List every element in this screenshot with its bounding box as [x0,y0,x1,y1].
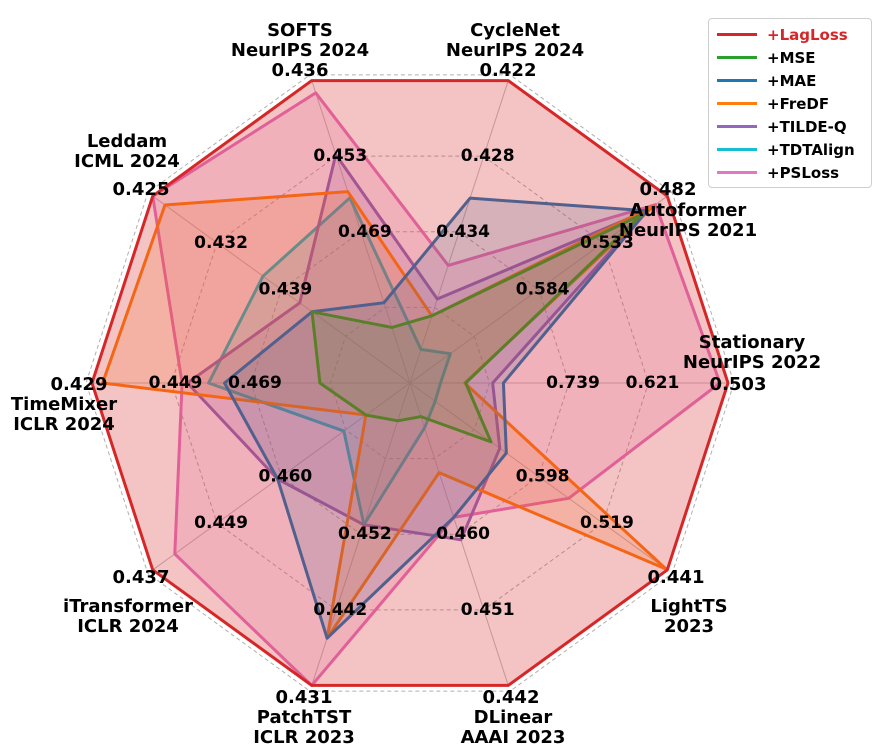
legend-item-lagloss: +LagLoss [717,23,871,46]
tick-label: 0.442 [313,600,367,620]
legend-item-tdtalign: +TDTAlign [717,138,871,161]
axis-max-label: 0.431 [276,687,333,708]
axis-name-label: Autoformer NeurIPS 2021 [619,200,757,241]
legend-item-mae: +MAE [717,69,871,92]
tick-label: 0.439 [258,280,312,300]
series-lagloss [90,79,730,687]
tick-label: 0.434 [436,222,490,242]
tick-label: 0.460 [258,466,312,486]
grid-ring-outer [85,74,735,692]
legend-item-fredf: +FreDF [717,92,871,115]
tick-label: 0.452 [338,524,392,544]
axis-name-label: Leddam ICML 2024 [74,131,180,172]
axis-name-label: TimeMixer ICLR 2024 [11,394,117,435]
tick-label: 0.519 [580,513,634,533]
axis-max-label: 0.429 [51,374,108,395]
tick-label: 0.584 [516,280,570,300]
axis-max-label: 0.437 [113,567,170,588]
tick-label: 0.451 [461,600,515,620]
legend-label: +TILDE-Q [767,117,847,136]
legend-label: +TDTAlign [767,140,855,159]
axis-name-label: PatchTST ICLR 2023 [253,707,355,748]
tick-label: 0.432 [194,233,248,253]
legend-label: +FreDF [767,94,830,113]
radar-labels: 0.453 0.469 0.428 0.434 0.533 0.584 0.621 0.739… [11,20,821,748]
tick-label: 0.428 [461,146,515,166]
axis-name-label: DLinear AAAI 2023 [461,707,566,748]
legend-swatch [717,33,757,36]
axis-name-label: LightTS 2023 [650,596,727,637]
series-mse [310,212,644,444]
grid-spoke [409,195,668,384]
axis-max-label: 0.442 [483,687,540,708]
radar-series [90,79,730,687]
grid-spoke [409,382,668,571]
legend-label: +MAE [767,71,817,90]
grid-spoke [409,382,509,686]
series-tilde-q [185,153,649,542]
tick-label: 0.533 [580,233,634,253]
axis-max-label: 0.422 [480,60,537,81]
series-tdtalign [207,196,452,527]
legend-label: +LagLoss [767,25,848,44]
legend-swatch [717,171,757,174]
tick-label: 0.739 [546,373,600,393]
grid-spoke [152,195,411,384]
axis-name-label: iTransformer ICLR 2024 [63,596,193,637]
tick-label: 0.453 [313,146,367,166]
legend-label: +PSLoss [767,163,840,182]
axis-max-label: 0.436 [272,60,329,81]
axis-max-label: 0.482 [640,179,697,200]
tick-label: 0.460 [436,524,490,544]
legend-item-psloss: +PSLoss [717,161,871,184]
tick-label: 0.449 [149,373,203,393]
legend-label: +MSE [767,48,816,67]
tick-label: 0.598 [516,466,570,486]
legend-swatch [717,56,757,59]
grid-spoke [409,80,509,384]
grid-spoke [311,80,411,384]
axis-max-label: 0.425 [113,179,170,200]
legend-swatch [717,79,757,82]
legend-swatch [717,148,757,151]
series-mae [223,196,649,640]
axis-name-label: CycleNet NeurIPS 2024 [446,20,584,61]
tick-label: 0.449 [194,513,248,533]
axis-name-label: SOFTS NeurIPS 2024 [231,20,369,61]
series-fredf [101,190,668,640]
axis-name-label: Stationary NeurIPS 2022 [683,332,821,373]
axis-max-label: 0.441 [648,567,705,588]
tick-label: 0.469 [338,222,392,242]
legend-swatch [717,125,757,128]
legend: +LagLoss +MSE +MAE +FreDF +TILDE-Q +TDTA… [708,18,872,188]
tick-label: 0.621 [626,373,680,393]
tick-label: 0.469 [228,373,282,393]
axis-max-label: 0.503 [710,374,767,395]
legend-swatch [717,102,757,105]
legend-item-tilde-q: +TILDE-Q [717,115,871,138]
legend-item-mse: +MSE [717,46,871,69]
